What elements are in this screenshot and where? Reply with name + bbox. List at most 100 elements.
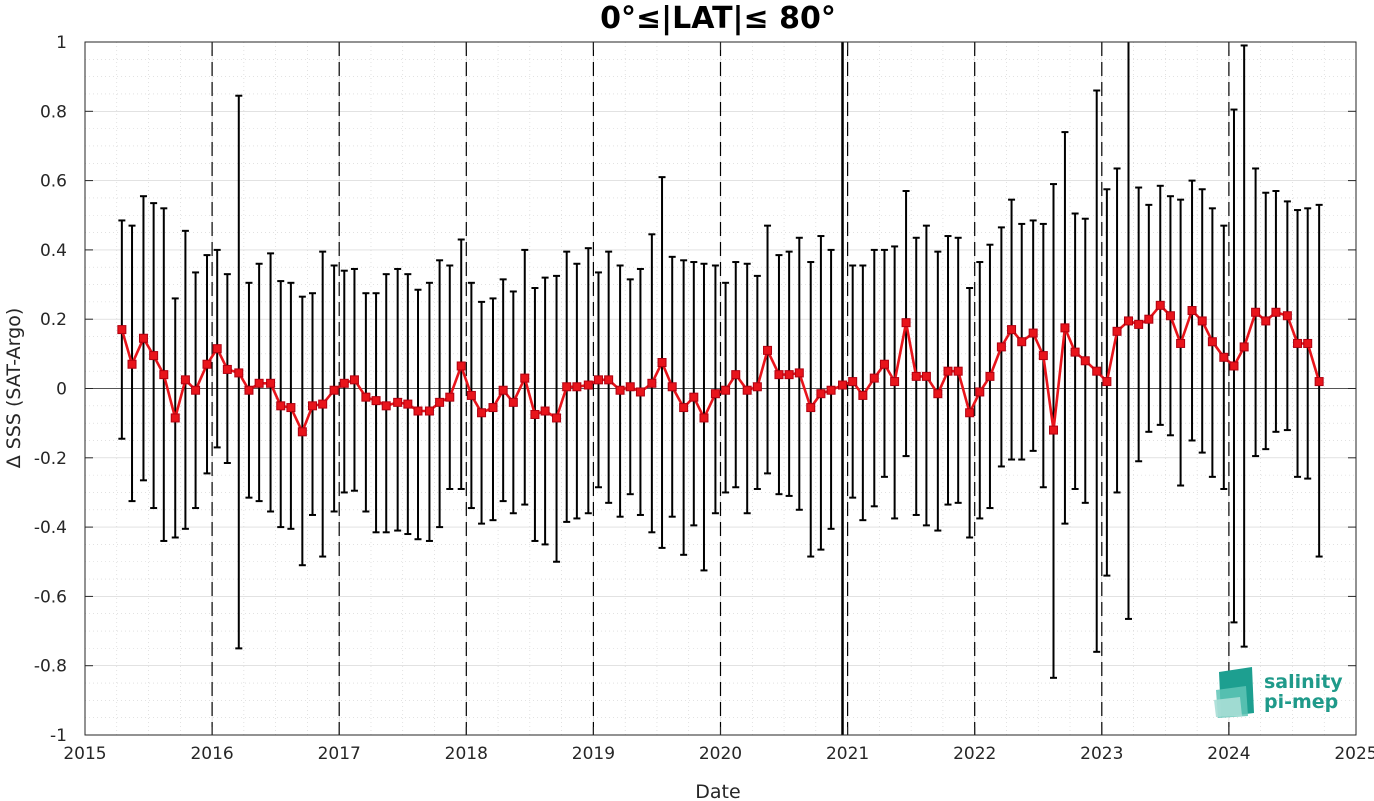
data-point bbox=[679, 403, 689, 413]
data-point bbox=[1123, 316, 1133, 326]
x-tick-label: 2016 bbox=[190, 744, 233, 764]
x-tick-label: 2025 bbox=[1334, 744, 1374, 764]
data-point bbox=[381, 401, 391, 411]
data-point bbox=[933, 389, 943, 399]
data-point bbox=[1303, 338, 1313, 348]
data-point bbox=[234, 368, 244, 378]
x-tick-label: 2023 bbox=[1080, 744, 1123, 764]
data-point bbox=[794, 368, 804, 378]
data-point bbox=[1134, 319, 1144, 329]
x-tick-label: 2021 bbox=[826, 744, 869, 764]
data-point bbox=[1293, 338, 1303, 348]
x-tick-label: 2022 bbox=[953, 744, 996, 764]
data-point bbox=[297, 427, 307, 437]
data-point bbox=[180, 375, 190, 385]
salinity-logo-icon bbox=[1214, 667, 1254, 718]
data-point bbox=[498, 385, 508, 395]
data-point bbox=[170, 413, 180, 423]
data-point bbox=[615, 385, 625, 395]
x-tick-label: 2024 bbox=[1207, 744, 1250, 764]
data-point bbox=[985, 371, 995, 381]
y-tick-label: -0.4 bbox=[34, 518, 67, 538]
salinity-logo: salinity pi-mep bbox=[1214, 667, 1343, 718]
data-point bbox=[667, 382, 677, 392]
data-point bbox=[1239, 342, 1249, 352]
y-tick-label: -0.6 bbox=[34, 587, 67, 607]
data-point bbox=[127, 359, 137, 369]
data-point bbox=[752, 382, 762, 392]
data-point bbox=[202, 359, 212, 369]
y-axis-label: Δ SSS (SAT-Argo) bbox=[3, 308, 25, 468]
y-tick-label: -0.8 bbox=[34, 657, 67, 677]
data-point bbox=[921, 371, 931, 381]
y-tick-label: 0.6 bbox=[40, 172, 67, 192]
y-tick-label: -1 bbox=[50, 726, 67, 746]
data-point bbox=[635, 387, 645, 397]
data-point bbox=[1112, 326, 1122, 336]
data-point bbox=[159, 370, 169, 380]
data-point bbox=[276, 401, 286, 411]
data-point bbox=[774, 370, 784, 380]
data-point bbox=[953, 366, 963, 376]
y-tick-label: 1 bbox=[56, 33, 67, 53]
data-point bbox=[858, 390, 868, 400]
data-point bbox=[890, 377, 900, 387]
data-point bbox=[699, 413, 709, 423]
data-point bbox=[117, 325, 127, 335]
x-tick-label: 2019 bbox=[572, 744, 615, 764]
data-point bbox=[393, 397, 403, 407]
data-point bbox=[222, 364, 232, 374]
y-tick-label: 0.8 bbox=[40, 102, 67, 122]
data-point bbox=[657, 358, 667, 368]
data-point bbox=[318, 399, 328, 409]
data-point bbox=[1038, 351, 1048, 361]
data-point bbox=[349, 375, 359, 385]
data-point bbox=[1165, 311, 1175, 321]
data-point bbox=[838, 380, 848, 390]
data-point bbox=[403, 399, 413, 409]
data-point bbox=[784, 370, 794, 380]
data-point bbox=[1251, 307, 1261, 317]
data-point bbox=[763, 345, 773, 355]
y-tick-label: 0.4 bbox=[40, 241, 67, 261]
data-point bbox=[413, 406, 423, 416]
data-point bbox=[1197, 316, 1207, 326]
data-point bbox=[901, 318, 911, 328]
logo-line-1: salinity bbox=[1264, 671, 1343, 693]
data-point bbox=[1028, 328, 1038, 338]
data-point bbox=[329, 385, 339, 395]
data-point bbox=[848, 377, 858, 387]
data-point bbox=[1187, 306, 1197, 316]
data-point bbox=[689, 392, 699, 402]
y-axis-ticks: -1 -0.8 -0.6 -0.4 -0.2 0 0.2 0.4 0.6 0.8 1 bbox=[34, 33, 1356, 746]
data-point bbox=[1219, 352, 1229, 362]
data-point bbox=[477, 408, 487, 418]
data-point bbox=[1229, 361, 1239, 371]
y-tick-label: -0.2 bbox=[34, 449, 67, 469]
data-point bbox=[1092, 366, 1102, 376]
data-point bbox=[593, 375, 603, 385]
series-markers bbox=[117, 300, 1324, 437]
data-point bbox=[254, 378, 264, 388]
data-point bbox=[244, 385, 254, 395]
data-point bbox=[1155, 300, 1165, 310]
data-point bbox=[435, 397, 445, 407]
data-point bbox=[138, 333, 148, 343]
x-tick-label: 2015 bbox=[63, 744, 106, 764]
data-point bbox=[530, 409, 540, 419]
data-point bbox=[806, 403, 816, 413]
data-point bbox=[731, 370, 741, 380]
data-point bbox=[572, 382, 582, 392]
data-point bbox=[869, 373, 879, 383]
data-point bbox=[1282, 311, 1292, 321]
x-tick-label: 2017 bbox=[318, 744, 361, 764]
data-point bbox=[604, 375, 614, 385]
data-point bbox=[816, 389, 826, 399]
data-point bbox=[445, 392, 455, 402]
data-point bbox=[647, 378, 657, 388]
data-point bbox=[562, 382, 572, 392]
data-point bbox=[1049, 425, 1059, 435]
data-point bbox=[1007, 325, 1017, 335]
data-point bbox=[943, 366, 953, 376]
